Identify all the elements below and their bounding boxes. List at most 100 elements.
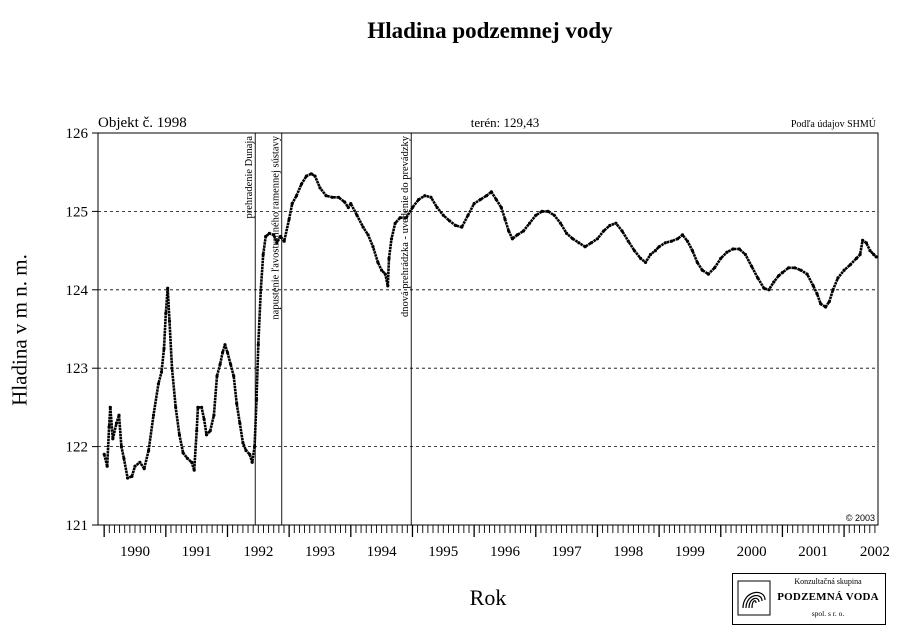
data-point [540, 209, 544, 213]
data-point [546, 209, 550, 213]
data-point [318, 186, 322, 190]
data-point [389, 237, 394, 241]
data-point [614, 221, 618, 225]
data-point [261, 252, 265, 257]
data-point [643, 260, 648, 264]
data-point [793, 266, 797, 270]
data-point [669, 239, 674, 243]
data-point [107, 425, 111, 429]
data-point [827, 300, 831, 304]
data-point [386, 284, 390, 288]
data-point [208, 429, 212, 433]
data-point [805, 272, 809, 276]
data-point [294, 194, 299, 198]
data-point [499, 205, 503, 210]
data-point [355, 213, 359, 217]
data-point [218, 362, 222, 366]
data-point [706, 272, 711, 276]
grid-layer [98, 210, 878, 448]
data-point [290, 202, 294, 206]
data-point [478, 198, 482, 202]
data-point [387, 256, 391, 260]
data-point [565, 231, 569, 235]
data-point [423, 194, 427, 198]
data-point [484, 194, 489, 198]
x-tick-label: 1991 [182, 544, 212, 560]
data-point [626, 239, 630, 243]
data-point [138, 460, 142, 464]
data-point [620, 229, 624, 233]
data-point [346, 205, 350, 210]
data-point [225, 350, 230, 355]
data-point [861, 238, 865, 242]
data-point [235, 401, 239, 406]
data-point [772, 280, 776, 284]
x-tick-label: 1992 [243, 544, 273, 560]
data-point [695, 260, 699, 264]
header-right: Podľa údajov SHMÚ [791, 118, 877, 130]
data-point [737, 247, 741, 251]
data-point [725, 250, 729, 254]
y-tick-label: 126 [66, 126, 89, 142]
x-tick-label: 2002 [860, 544, 890, 560]
data-point [510, 237, 514, 241]
data-point [156, 382, 160, 386]
data-point [238, 421, 242, 425]
data-point [142, 467, 146, 471]
data-point [244, 448, 248, 453]
data-point [195, 429, 199, 433]
data-point [507, 229, 511, 233]
data-point [162, 347, 166, 351]
data-point [108, 405, 112, 409]
y-tick-label: 121 [66, 518, 89, 534]
data-point [466, 213, 470, 217]
data-point [589, 241, 593, 245]
data-point [503, 217, 507, 221]
data-point [824, 305, 828, 309]
data-point [299, 182, 304, 186]
company-logo: Konzultačná skupina PODZEMNÁ VODA spol. … [732, 573, 886, 625]
data-point [831, 288, 835, 292]
data-point [864, 241, 868, 245]
data-point [393, 221, 397, 225]
data-point [571, 237, 575, 241]
data-point [221, 350, 225, 355]
data-point [215, 374, 219, 378]
logo-line3: spol. s r. o. [811, 609, 845, 618]
data-point [196, 405, 200, 409]
data-point [229, 362, 233, 366]
data-point [552, 213, 556, 217]
data-point [762, 286, 766, 290]
data-point [147, 448, 151, 453]
event-layer: prehradenie Dunaja napustenie ľavostranné… [244, 133, 412, 525]
data-point [304, 174, 308, 178]
data-point [767, 288, 771, 292]
data-point [447, 219, 452, 223]
data-point [680, 233, 685, 237]
y-tick-label: 122 [66, 440, 89, 456]
data-point [267, 231, 271, 235]
data-point [639, 256, 643, 260]
data-point [250, 460, 254, 464]
data-point [170, 366, 174, 370]
data-point [602, 229, 606, 233]
data-point [435, 205, 439, 210]
data-point [181, 451, 185, 455]
data-point [343, 200, 347, 204]
header-left: Objekt č. 1998 [98, 115, 187, 131]
data-point [819, 302, 823, 306]
data-point [632, 249, 637, 253]
x-axis-label: Rok [469, 585, 507, 610]
data-point [232, 374, 236, 378]
data-point [494, 198, 498, 202]
data-point [429, 195, 433, 199]
data-point [472, 202, 476, 206]
data-point [166, 286, 170, 290]
data-point [164, 311, 168, 315]
data-point [202, 417, 206, 421]
y-tick-label: 123 [66, 361, 89, 377]
data-point [595, 237, 600, 241]
event-label: dnová prehrádzka - uvedenie do prevádzky [400, 135, 411, 317]
data-point [324, 194, 328, 198]
header-center: terén: 129,43 [471, 115, 540, 130]
